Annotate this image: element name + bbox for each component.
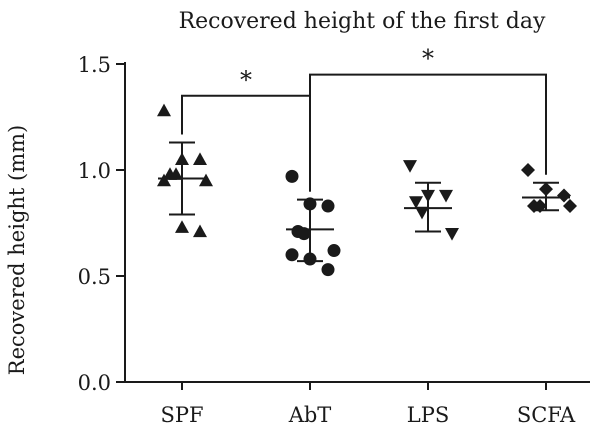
axes: 0.0 0.5 1.0 1.5 SPF AbT LPS SCFA	[78, 53, 590, 427]
data-point	[403, 160, 417, 173]
significance-annotations: **	[181, 45, 547, 192]
significance-label: *	[422, 45, 434, 73]
data-point	[193, 152, 207, 165]
data-point	[445, 228, 459, 241]
y-tick-label: 1.5	[78, 53, 111, 77]
y-axis-label: Recovered height (mm)	[5, 125, 29, 375]
data-point	[521, 163, 535, 177]
data-point	[439, 189, 453, 203]
y-tick-label: 0.5	[78, 265, 111, 289]
x-tick-label: AbT	[288, 403, 332, 427]
y-tick-label: 1.0	[78, 159, 111, 183]
data-point	[157, 103, 171, 117]
data-point	[563, 199, 577, 214]
data-point	[199, 173, 213, 187]
data-point	[327, 244, 341, 258]
data-point	[285, 248, 299, 262]
data-point	[415, 206, 429, 220]
data-point	[321, 263, 335, 277]
y-tick-label: 0.0	[78, 371, 111, 395]
data-point	[285, 169, 299, 183]
significance-bracket	[309, 73, 547, 192]
data-point	[169, 167, 183, 180]
significance-label: *	[240, 66, 252, 94]
data-point	[409, 196, 423, 209]
x-tick-label: SPF	[160, 403, 203, 427]
data-point	[157, 173, 171, 187]
data-point	[193, 224, 207, 238]
data-point	[321, 199, 335, 213]
x-tick-label: LPS	[407, 403, 449, 427]
data-marks	[157, 103, 577, 277]
x-tick-label: SCFA	[517, 403, 576, 427]
data-point	[175, 220, 189, 233]
data-point	[557, 188, 571, 203]
chart-title: Recovered height of the first day	[179, 9, 546, 34]
